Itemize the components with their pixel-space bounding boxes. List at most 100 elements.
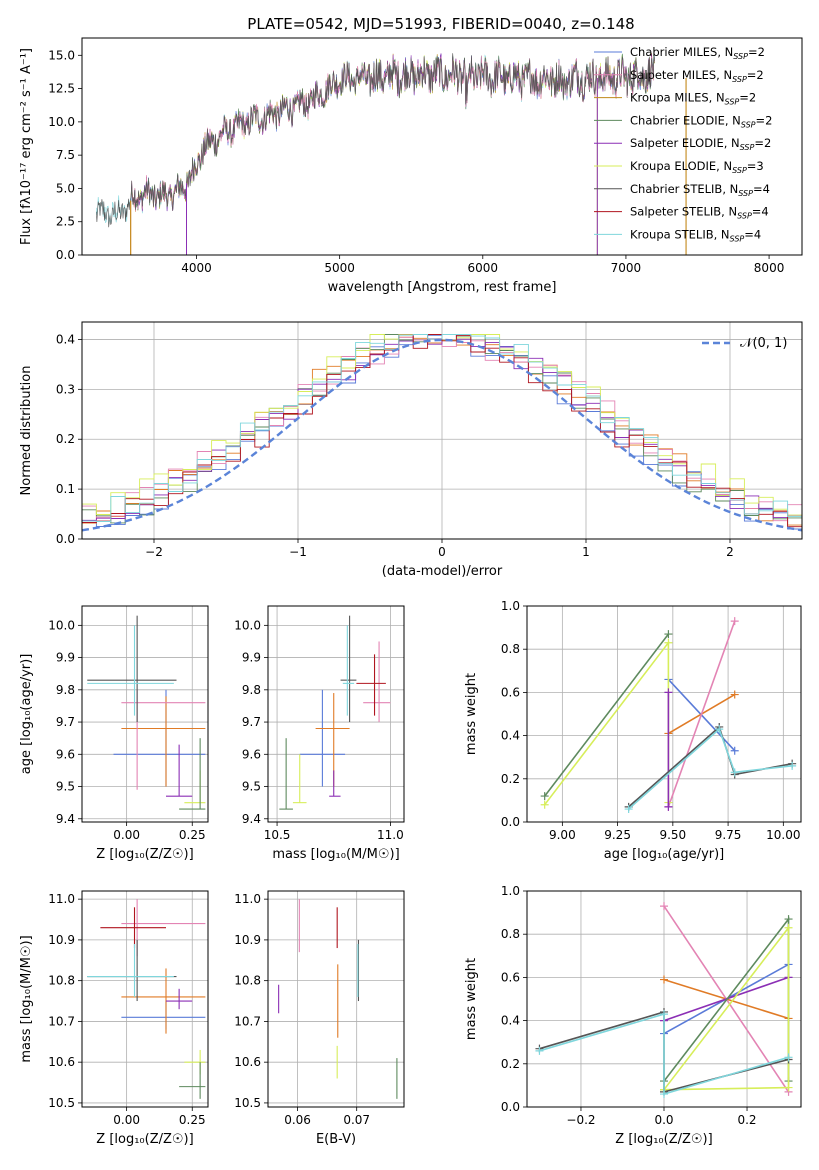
weight-marker: [730, 746, 739, 755]
weight-marker: [660, 1010, 668, 1019]
weight-marker: [788, 761, 797, 770]
y-tick-label: 9.7: [242, 715, 261, 729]
y-tick-label: 0.4: [56, 332, 75, 346]
panel-residuals: 𝒩(0, 1) −2 −1 0 1 2 0.0 0.1 0.2 0.3 0.4 (data-model…: [19, 321, 803, 579]
weight-marker: [664, 688, 673, 697]
y-tick-label: 0.2: [501, 1057, 520, 1071]
y-tick-label: 0.4: [501, 729, 520, 743]
y-tick-label: 1.0: [501, 884, 520, 898]
y-tick-label: 10.8: [234, 974, 261, 988]
y-tick-label: 9.8: [242, 683, 261, 697]
weight-marker: [660, 1090, 668, 1099]
legend-entry: Chabrier STELIB, NSSP=4: [630, 182, 770, 198]
x-tick-label: 9.00: [549, 828, 576, 842]
figure-title: PLATE=0542, MJD=51993, FIBERID=0040, z=0…: [247, 15, 634, 33]
y-axis-label: Flux [fλ10⁻¹⁷ erg cm⁻² s⁻¹ A⁻¹]: [19, 48, 34, 245]
y-tick-label: 10.6: [234, 1055, 261, 1069]
axes-frame: [81, 890, 209, 1108]
axes-frame: [81, 605, 209, 823]
panel-age-vs-Z: 0.00 0.25 9.4 9.5 9.6 9.7 9.8 9.9 10.0 Z [log₁₀(Z…: [19, 605, 209, 862]
y-tick-label: 0.0: [501, 815, 520, 829]
legend-entry: Kroupa ELODIE, NSSP=3: [630, 159, 764, 175]
x-tick-label: 0.06: [284, 1113, 311, 1127]
y-tick-label: 0.0: [501, 1100, 520, 1114]
y-tick-label: 15.0: [48, 48, 75, 62]
x-tick-label: 9.75: [715, 828, 742, 842]
x-axis-label: Z [log₁₀(Z/Z☉)]: [96, 847, 193, 862]
y-axis-label: mass [log₁₀(M/M☉)]: [19, 935, 34, 1062]
y-tick-label: 9.5: [242, 780, 261, 794]
x-tick-label: 1: [582, 545, 590, 559]
x-tick-label: 4000: [181, 261, 212, 275]
y-tick-label: 10.0: [234, 618, 261, 632]
x-axis-label: Z [log₁₀(Z/Z☉)]: [615, 1132, 712, 1147]
y-tick-label: 11.0: [48, 892, 75, 906]
plot-area: [540, 617, 797, 814]
y-tick-label: 0.8: [501, 642, 520, 656]
panel-mass-weight-vs-age: 9.00 9.25 9.50 9.75 10.00 0.0 0.2 0.4 0.6 0.8 1.0 a…: [464, 599, 802, 862]
weight-marker: [730, 617, 739, 626]
y-tick-label: 11.0: [234, 892, 261, 906]
weight-line: [539, 1013, 789, 1096]
x-tick-label: −2: [145, 545, 163, 559]
weight-marker: [784, 923, 793, 932]
y-tick-label: 9.5: [56, 780, 75, 794]
histogram-kroupa-stelib: [82, 334, 802, 539]
weight-marker: [540, 800, 549, 809]
legend-entry: Salpeter STELIB, NSSP=4: [630, 205, 769, 221]
x-tick-label: 0.2: [737, 1113, 756, 1127]
weight-marker: [730, 768, 739, 777]
legend-entry: Chabrier ELODIE, NSSP=2: [630, 113, 772, 129]
weight-marker: [664, 630, 673, 639]
x-tick-label: −1: [289, 545, 307, 559]
x-tick-label: 10.5: [264, 828, 291, 842]
y-tick-label: 0.6: [501, 970, 520, 984]
plot-area: [87, 615, 206, 810]
y-tick-label: 0.1: [56, 482, 75, 496]
weight-marker: [664, 638, 673, 647]
panel-mass-weight-vs-Z: −0.2 0.0 0.2 0.0 0.2 0.4 0.6 0.8 1.0 Z [log₁₀(Z/Z…: [464, 884, 802, 1147]
x-axis-label: E(B-V): [316, 1132, 356, 1147]
x-axis-label: mass [log₁₀(M/M☉)]: [272, 847, 399, 862]
panel-mass-vs-Z: 0.00 0.25 10.5 10.6 10.7 10.8 10.9 11.0 Z [log₁₀…: [19, 890, 209, 1147]
weight-marker: [784, 915, 793, 924]
y-tick-label: 12.5: [48, 82, 75, 96]
y-tick-label: 2.5: [56, 215, 75, 229]
y-tick-label: 10.8: [48, 974, 75, 988]
x-tick-label: −0.2: [566, 1113, 595, 1127]
x-tick-label: 0: [438, 545, 446, 559]
y-tick-label: 10.0: [48, 115, 75, 129]
x-axis-label: age [log₁₀(age/yr)]: [604, 847, 725, 862]
weight-marker: [664, 802, 673, 811]
x-tick-label: 10.00: [766, 828, 800, 842]
y-tick-label: 10.6: [48, 1055, 75, 1069]
weight-line: [667, 620, 736, 808]
x-axis-label: Z [log₁₀(Z/Z☉)]: [96, 1132, 193, 1147]
plot-area: [87, 899, 206, 1099]
x-tick-label: 0.00: [113, 828, 140, 842]
panel-mass-vs-EBV: 0.06 0.07 10.5 10.6 10.7 10.8 10.9 11.0 E(B-V): [234, 890, 405, 1147]
weight-marker: [535, 1046, 544, 1055]
weight-marker: [784, 1053, 793, 1062]
panel-age-vs-mass: 10.5 11.0 9.4 9.5 9.6 9.7 9.8 9.9 10.0 mass [log₁…: [234, 605, 405, 862]
y-tick-label: 7.5: [56, 148, 75, 162]
weight-line: [663, 925, 790, 1091]
legend-entry: Kroupa STELIB, NSSP=4: [630, 227, 761, 243]
plot-area: [82, 334, 802, 539]
x-tick-label: 0.00: [113, 1113, 140, 1127]
weight-line: [544, 633, 670, 797]
axes-frame: [267, 890, 405, 1108]
weight-marker: [715, 725, 724, 734]
x-tick-label: 0.07: [343, 1113, 370, 1127]
x-tick-label: 0.0: [654, 1113, 673, 1127]
axes-frame: [81, 37, 803, 256]
y-tick-label: 10.7: [48, 1014, 75, 1028]
weight-marker: [730, 690, 739, 699]
legend-entry: 𝒩(0, 1): [740, 336, 787, 351]
axes-frame: [267, 605, 405, 823]
y-axis-label: Normed distribution: [19, 366, 34, 496]
x-tick-label: 0.25: [179, 1113, 206, 1127]
legend-entry: Kroupa MILES, NSSP=2: [630, 91, 756, 107]
y-tick-label: 9.9: [242, 651, 261, 665]
